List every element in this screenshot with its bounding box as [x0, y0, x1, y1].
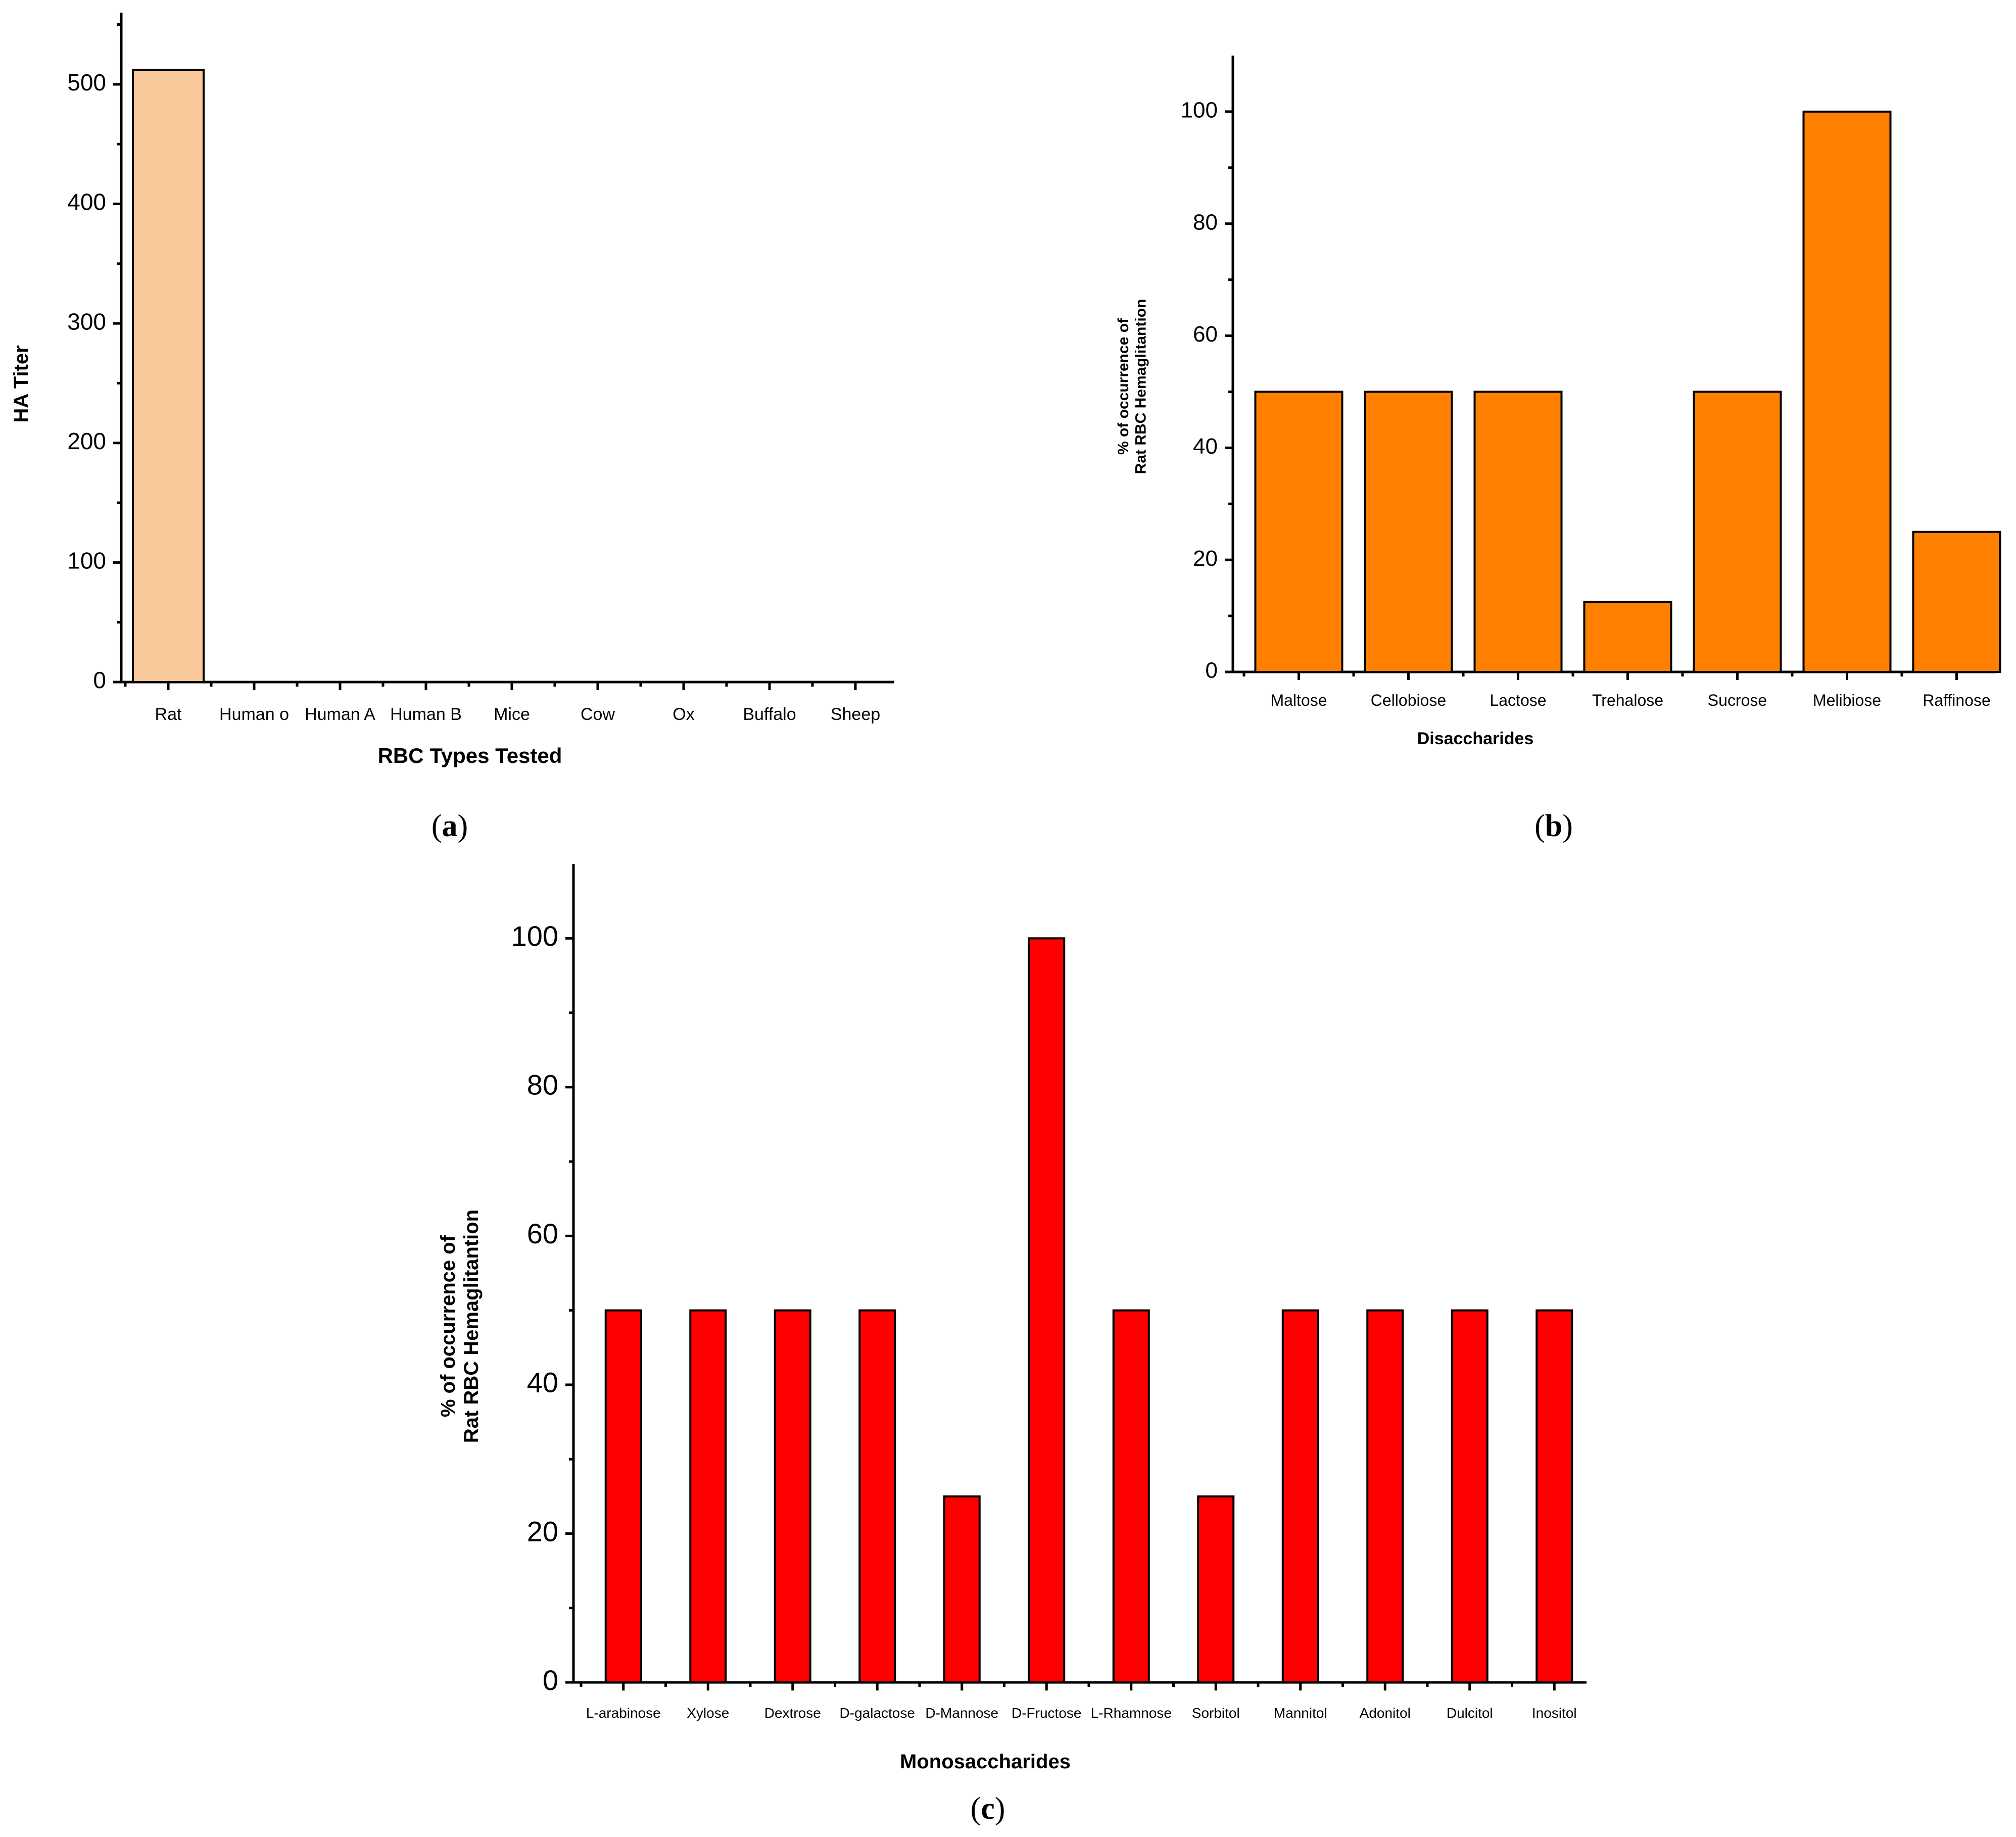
x-tick-label: Human B — [390, 705, 462, 724]
y-tick-label: 500 — [67, 69, 106, 95]
y-tick-label: 0 — [1206, 658, 1218, 683]
y-tick-label: 0 — [543, 1664, 558, 1696]
bar-raffinose — [1912, 530, 2001, 673]
bar-dulcitol — [1451, 1309, 1489, 1684]
x-tick-label: Buffalo — [743, 705, 796, 724]
y-tick-label: 60 — [527, 1218, 558, 1249]
y-axis-title-line: % of occurrence of — [437, 1235, 459, 1417]
x-tick-label: Cellobiose — [1371, 691, 1446, 709]
y-tick-label: 40 — [527, 1367, 558, 1398]
panel-label-open: ( — [1534, 809, 1545, 843]
bar-d-fructose — [1028, 937, 1066, 1683]
bar-inositol — [1535, 1309, 1573, 1684]
panel-label-close: ) — [995, 1792, 1005, 1826]
panel-label-close: ) — [1562, 809, 1573, 843]
panel-label-letter: b — [1545, 809, 1562, 843]
bar-lactose — [1473, 391, 1563, 673]
x-axis-title: Monosaccharides — [900, 1751, 1071, 1773]
panel-label: (c) — [971, 1792, 1005, 1826]
x-tick-label: Rat — [155, 705, 182, 724]
x-tick-label: Sucrose — [1708, 691, 1767, 709]
x-tick-label: Melibiose — [1813, 691, 1881, 709]
x-tick-label: Sheep — [831, 705, 880, 724]
y-tick-label: 100 — [1181, 98, 1218, 123]
bar-mannitol — [1281, 1309, 1319, 1684]
y-tick-label: 20 — [527, 1515, 558, 1547]
x-tick-label: L-arabinose — [586, 1705, 661, 1721]
bar-l-rhamnose — [1112, 1309, 1150, 1684]
y-axis-title: HA Titer — [10, 345, 32, 422]
bar-l-arabinose — [604, 1309, 642, 1684]
bar-cellobiose — [1364, 391, 1453, 673]
x-tick-label: Maltose — [1270, 691, 1327, 709]
x-tick-label: Dextrose — [764, 1705, 821, 1721]
chart-b: 0 20 40 60 80 100 Maltose Cellobiose Lactose Treh… — [1115, 56, 2001, 843]
panel-label-close: ) — [458, 809, 468, 843]
y-tick-label: 100 — [67, 548, 106, 574]
y-tick-label: 300 — [67, 308, 106, 334]
x-tick-label: L-Rhamnose — [1091, 1705, 1172, 1721]
x-tick-label: Cow — [581, 705, 615, 724]
bar-sorbitol — [1197, 1495, 1235, 1683]
bar-d-galactose — [858, 1309, 896, 1684]
x-tick-label: Adonitol — [1360, 1705, 1411, 1721]
chart-c: 0 20 40 60 80 100 L-arabinose Xylose Dextrose D-g… — [437, 864, 1587, 1826]
panel-label-letter: c — [981, 1792, 995, 1826]
y-tick-label: 40 — [1193, 434, 1218, 459]
y-axis-title: % of occurrence ofRat RBC Hemaglitantion — [437, 1210, 483, 1443]
x-tick-label: Sorbitol — [1192, 1705, 1240, 1721]
bar-adonitol — [1366, 1309, 1404, 1684]
panel-label-open: ( — [971, 1792, 981, 1826]
x-tick-label: Dulcitol — [1447, 1705, 1493, 1721]
x-tick-label: D-Mannose — [925, 1705, 998, 1721]
x-axis-title: RBC Types Tested — [378, 744, 562, 767]
bar-d-mannose — [943, 1495, 981, 1683]
y-tick-label: 100 — [511, 920, 558, 952]
x-tick-label: Ox — [673, 705, 694, 724]
x-tick-label: Inositol — [1532, 1705, 1577, 1721]
bar-xylose — [689, 1309, 727, 1684]
y-axis-title: % of occurrence ofRat RBC Hemaglitantion — [1115, 299, 1149, 474]
panel-label-open: ( — [431, 809, 442, 843]
x-tick-label: Xylose — [687, 1705, 729, 1721]
x-tick-label: Mice — [494, 705, 530, 724]
y-axis-title-line: Rat RBC Hemaglitantion — [460, 1210, 483, 1443]
x-tick-label: Lactose — [1490, 691, 1546, 709]
panel-label: (a) — [431, 809, 468, 843]
bar-maltose — [1254, 391, 1343, 673]
x-tick-label: D-galactose — [840, 1705, 915, 1721]
y-tick-label: 80 — [527, 1069, 558, 1101]
bar-rat — [132, 69, 205, 684]
x-tick-label: Human o — [219, 705, 289, 724]
y-axis-title-line: Rat RBC Hemaglitantion — [1133, 299, 1149, 474]
y-tick-label: 80 — [1193, 210, 1218, 234]
y-tick-label: 60 — [1193, 322, 1218, 347]
y-tick-label: 20 — [1193, 546, 1218, 571]
x-tick-label: D-Fructose — [1012, 1705, 1081, 1721]
y-tick-label: 0 — [93, 667, 106, 693]
bar-melibiose — [1802, 110, 1892, 673]
bar-dextrose — [774, 1309, 811, 1684]
x-axis-title: Disaccharides — [1417, 729, 1534, 748]
y-tick-label: 400 — [67, 189, 106, 215]
chart-a: 0 100 200 300 400 500 Rat Human o Human A Human B… — [10, 13, 894, 843]
x-tick-label: Raffinose — [1923, 691, 1991, 709]
bar-trehalose — [1583, 601, 1672, 673]
panel-label: (b) — [1534, 809, 1573, 843]
y-tick-label: 200 — [67, 428, 106, 454]
x-tick-label: Human A — [305, 705, 375, 724]
bar-sucrose — [1693, 391, 1782, 673]
y-axis-title-line: % of occurrence of — [1115, 318, 1132, 455]
x-tick-label: Trehalose — [1592, 691, 1663, 709]
x-tick-label: Mannitol — [1274, 1705, 1327, 1721]
panel-label-letter: a — [442, 809, 458, 843]
